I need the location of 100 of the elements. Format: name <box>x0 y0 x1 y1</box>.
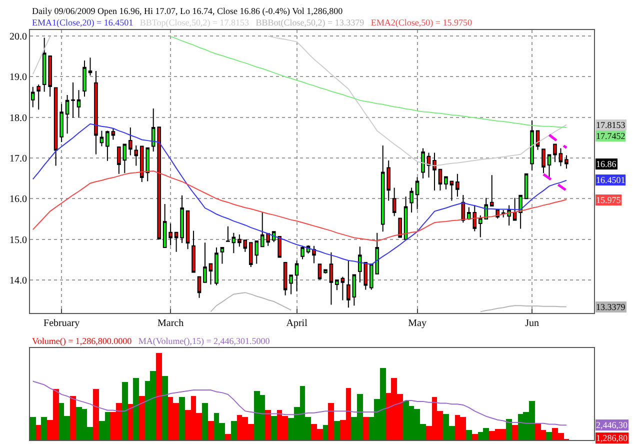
candlestick <box>415 176 420 210</box>
chart-title: Daily 09/06/2009 Open 16.96, Hi 17.07, Lo 16.74, Close 16.86 (-0.4%) Vol 1,286,800 <box>32 6 344 16</box>
candlestick <box>346 260 350 308</box>
candlestick <box>518 194 522 230</box>
candlestick <box>192 230 196 273</box>
candlestick <box>238 234 242 248</box>
candlestick <box>100 130 104 147</box>
candlestick <box>65 94 70 134</box>
x-tick-label: May <box>408 318 426 329</box>
candlestick <box>294 260 299 292</box>
bar <box>162 376 168 440</box>
candlestick <box>220 246 224 264</box>
candlestick <box>94 70 98 155</box>
y-tick-label: 17.0 <box>10 154 27 165</box>
bar <box>128 404 133 440</box>
candlestick <box>392 187 396 217</box>
line-series <box>548 134 568 150</box>
bar <box>328 402 334 440</box>
bar <box>225 434 231 440</box>
text: 15.975 <box>596 195 622 205</box>
bar <box>363 416 369 440</box>
candlestick <box>197 276 202 298</box>
candlestick <box>174 232 178 252</box>
bar <box>231 420 237 440</box>
candlestick <box>300 245 304 260</box>
text: EMA1(Close,20) = 16.4501 <box>32 18 134 28</box>
bar <box>41 416 47 440</box>
bar <box>70 396 76 440</box>
y-tick-label: 19.0 <box>10 72 27 84</box>
candlestick <box>472 204 477 232</box>
candlestick <box>312 245 316 264</box>
x-tick-label: March <box>158 318 184 329</box>
candlestick <box>226 226 230 242</box>
candlestick <box>553 144 557 163</box>
bar <box>334 420 340 440</box>
candlestick <box>318 264 322 280</box>
candlestick <box>232 232 236 254</box>
bar <box>546 432 552 440</box>
candlestick <box>444 176 448 190</box>
candlestick <box>36 84 41 110</box>
candlestick <box>180 194 184 244</box>
bar <box>30 416 36 440</box>
candlestick <box>421 148 425 179</box>
line-series <box>32 170 567 242</box>
line-series <box>542 173 568 192</box>
candlestick <box>564 154 568 170</box>
bar <box>265 410 271 440</box>
candlestick <box>335 279 339 291</box>
bar <box>156 352 162 440</box>
bar <box>512 424 518 440</box>
candlestick <box>450 180 454 202</box>
candlestick <box>162 203 167 248</box>
candlestick <box>524 173 528 200</box>
text: 1,286,80 <box>596 433 628 443</box>
candlestick <box>203 242 207 283</box>
bar <box>179 396 185 440</box>
text: 17.7452 <box>596 131 626 141</box>
bar <box>133 378 139 440</box>
candlestick <box>71 82 75 118</box>
candlestick <box>168 222 172 246</box>
candlestick <box>398 218 402 238</box>
y-tick-label: 14.0 <box>10 275 27 286</box>
y-tick-label: 18.0 <box>10 112 27 124</box>
candlestick <box>467 206 471 220</box>
bar <box>93 388 99 440</box>
candlestick <box>60 103 64 143</box>
candlestick <box>410 187 414 213</box>
bar <box>36 424 41 440</box>
y-tick-label: 20.0 <box>10 32 27 43</box>
bar <box>271 416 277 440</box>
candlestick <box>542 148 546 174</box>
candlestick <box>208 263 213 285</box>
bar <box>323 424 328 440</box>
text: EMA2(Close,50) = 15.9750 <box>370 18 472 28</box>
candlestick <box>106 130 110 162</box>
line-series <box>170 36 567 128</box>
candlestick <box>122 144 127 174</box>
candlestick <box>289 274 293 295</box>
candlestick <box>243 240 248 252</box>
bar <box>466 430 472 440</box>
candlestick <box>512 197 517 221</box>
text: 2,446,30 <box>596 420 628 430</box>
candlestick <box>426 152 431 178</box>
text: 13.3379 <box>596 302 626 312</box>
candlestick <box>352 274 356 306</box>
candlestick <box>558 148 563 167</box>
candlestick <box>340 276 345 301</box>
bar <box>208 420 214 440</box>
y-tick-label: 16.0 <box>10 194 27 206</box>
candlestick <box>456 173 460 198</box>
candlestick <box>128 127 132 156</box>
candlestick <box>438 168 442 192</box>
candlestick <box>88 57 92 76</box>
candlestick <box>547 154 552 179</box>
candlestick <box>76 90 81 118</box>
bar <box>202 402 208 440</box>
x-tick-label: February <box>44 318 80 329</box>
candlestick <box>54 87 58 166</box>
text: 16.4501 <box>596 175 626 185</box>
candlestick <box>214 246 218 286</box>
